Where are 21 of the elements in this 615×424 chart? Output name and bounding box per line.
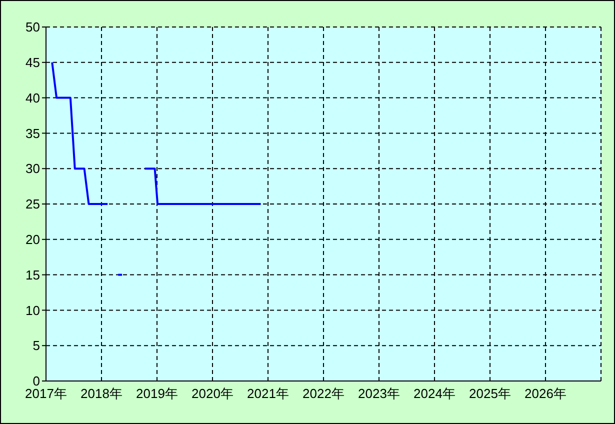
- y-tick-label: 40: [26, 90, 40, 106]
- x-tick-label: 2025年: [469, 386, 511, 402]
- x-tick-label: 2023年: [358, 386, 400, 402]
- y-tick-label: 5: [32, 338, 40, 354]
- x-tick-label: 2024年: [414, 386, 456, 402]
- y-tick-label: 35: [26, 126, 40, 141]
- y-tick-label: 20: [26, 232, 40, 248]
- x-tick-label: 2019年: [136, 386, 178, 402]
- y-tick-label: 15: [26, 267, 40, 282]
- x-tick-label: 2017年: [25, 386, 67, 402]
- y-tick-label: 45: [26, 55, 40, 70]
- y-tick-label: 30: [26, 161, 40, 176]
- x-tick-label: 2020年: [192, 386, 234, 402]
- y-tick-label: 25: [26, 196, 40, 212]
- y-tick-label: 50: [26, 20, 40, 35]
- x-tick-label: 2026年: [524, 386, 566, 402]
- x-tick-label: 2018年: [80, 386, 122, 402]
- x-tick-label: 2021年: [247, 386, 289, 402]
- x-tick-label: 2022年: [302, 386, 344, 402]
- y-tick-label: 0: [32, 374, 40, 389]
- y-tick-label: 10: [26, 302, 40, 318]
